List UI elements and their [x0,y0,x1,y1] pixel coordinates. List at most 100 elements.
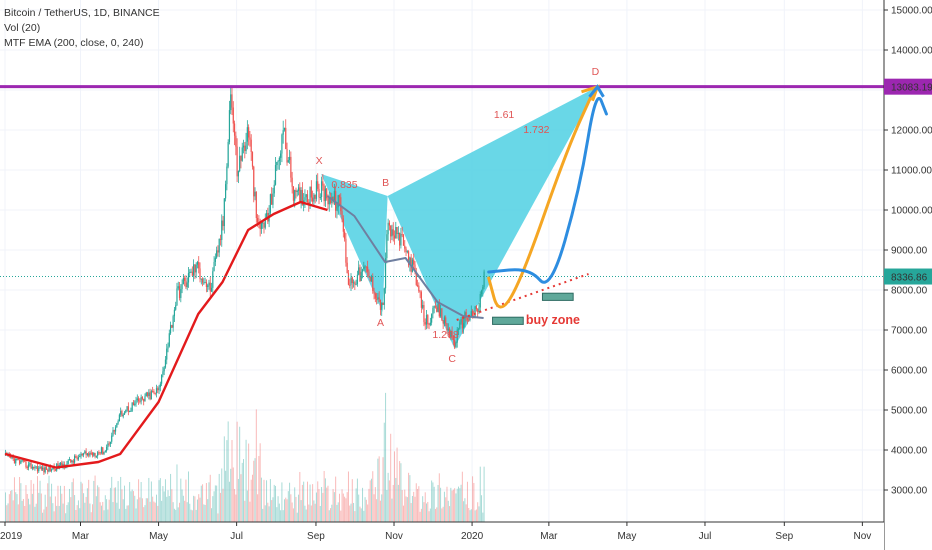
volume-bar [171,489,173,522]
candle-body [193,264,195,276]
candle-body [40,466,42,470]
candle-body [296,190,298,192]
volume-bar [208,482,210,522]
candle-body [437,303,439,312]
volume-bar [194,496,196,522]
buy-zone-box [541,292,574,301]
candle-body [301,190,303,206]
volume-bar [243,459,245,522]
volume-bar [223,436,225,522]
volume-bar [385,392,387,522]
volume-bar [20,483,22,522]
volume-bar [190,509,192,522]
candle-body [397,232,399,235]
candle-body [300,190,302,202]
volume-bar [86,488,88,522]
candle-body [146,392,149,397]
volume-bar [184,500,186,522]
candle-body [328,197,330,205]
volume-bar [19,476,21,522]
volume-bar [285,497,287,522]
volume-bar [72,478,74,522]
candle-body [135,400,137,404]
volume-bar [121,489,123,522]
candle-body [105,447,108,451]
volume-bar [30,480,32,522]
volume-bar [226,440,228,522]
candle-body [428,324,430,326]
candle-body [471,311,474,317]
volume-bar [15,492,17,522]
volume-bar [102,501,104,522]
candle-body [145,392,147,397]
candle-body [419,291,421,293]
candle-body [479,294,481,308]
candle-body [113,430,115,432]
volume-bar [469,510,471,522]
volume-bar [112,502,114,522]
volume-bar [157,505,159,522]
candle-body [219,239,222,241]
candle-body [318,188,320,198]
candle-body [207,285,209,287]
candle-body [210,287,213,292]
volume-bar [455,493,457,522]
candle-body [176,288,178,306]
volume-bar [83,493,85,522]
candle-body [351,277,353,283]
candle-body [153,391,155,393]
time-tick-label: May [617,531,636,542]
volume-bar [411,495,413,522]
candle-body [359,267,361,281]
candle-body [344,231,346,239]
legend-symbol[interactable]: Bitcoin / TetherUS, 1D, BINANCE [4,7,160,19]
volume-bar [260,477,262,522]
volume-bar [175,509,177,522]
candle-body [384,258,387,289]
volume-bar [209,474,211,522]
volume-bar [33,483,35,522]
volume-bar [443,491,445,522]
volume-bar [124,485,126,522]
candle-body [277,161,279,163]
volume-bar [447,500,449,522]
candle-body [358,267,360,275]
candle-body [166,348,168,360]
volume-bar [404,489,406,522]
volume-bar [477,502,479,522]
legend-ema[interactable]: MTF EMA (200, close, 0, 240) [4,37,144,49]
legend-volume[interactable]: Vol (20) [4,22,41,34]
volume-bar [125,508,127,522]
last-price-tag [884,268,932,285]
candle-body [324,188,327,202]
volume-bar [85,496,87,522]
volume-bar [300,500,302,522]
candle-body [199,268,201,280]
pattern-point-c: C [448,353,456,365]
candle-body [231,94,233,108]
candle-body [48,466,50,472]
candle-body [392,229,394,236]
time-axis-bg [0,522,884,550]
candle-body [250,139,252,152]
candle-body [443,317,446,324]
candle-body [79,456,81,458]
candle-body [24,460,26,462]
volume-bar [57,485,59,522]
candle-body [442,320,444,324]
candle-body [222,220,224,227]
candle-body [75,455,77,458]
volume-bar [250,479,252,522]
volume-bar [294,487,296,522]
candle-body [194,264,196,273]
fib-ratio-label: 1.61 [494,109,515,121]
candle-body [387,222,389,235]
candle-body [320,181,323,198]
volume-bar [456,488,458,522]
candle-body [189,271,191,274]
candle-body [89,452,91,456]
volume-bar [225,470,227,522]
volume-bar [315,492,317,522]
candle-body [108,443,110,445]
